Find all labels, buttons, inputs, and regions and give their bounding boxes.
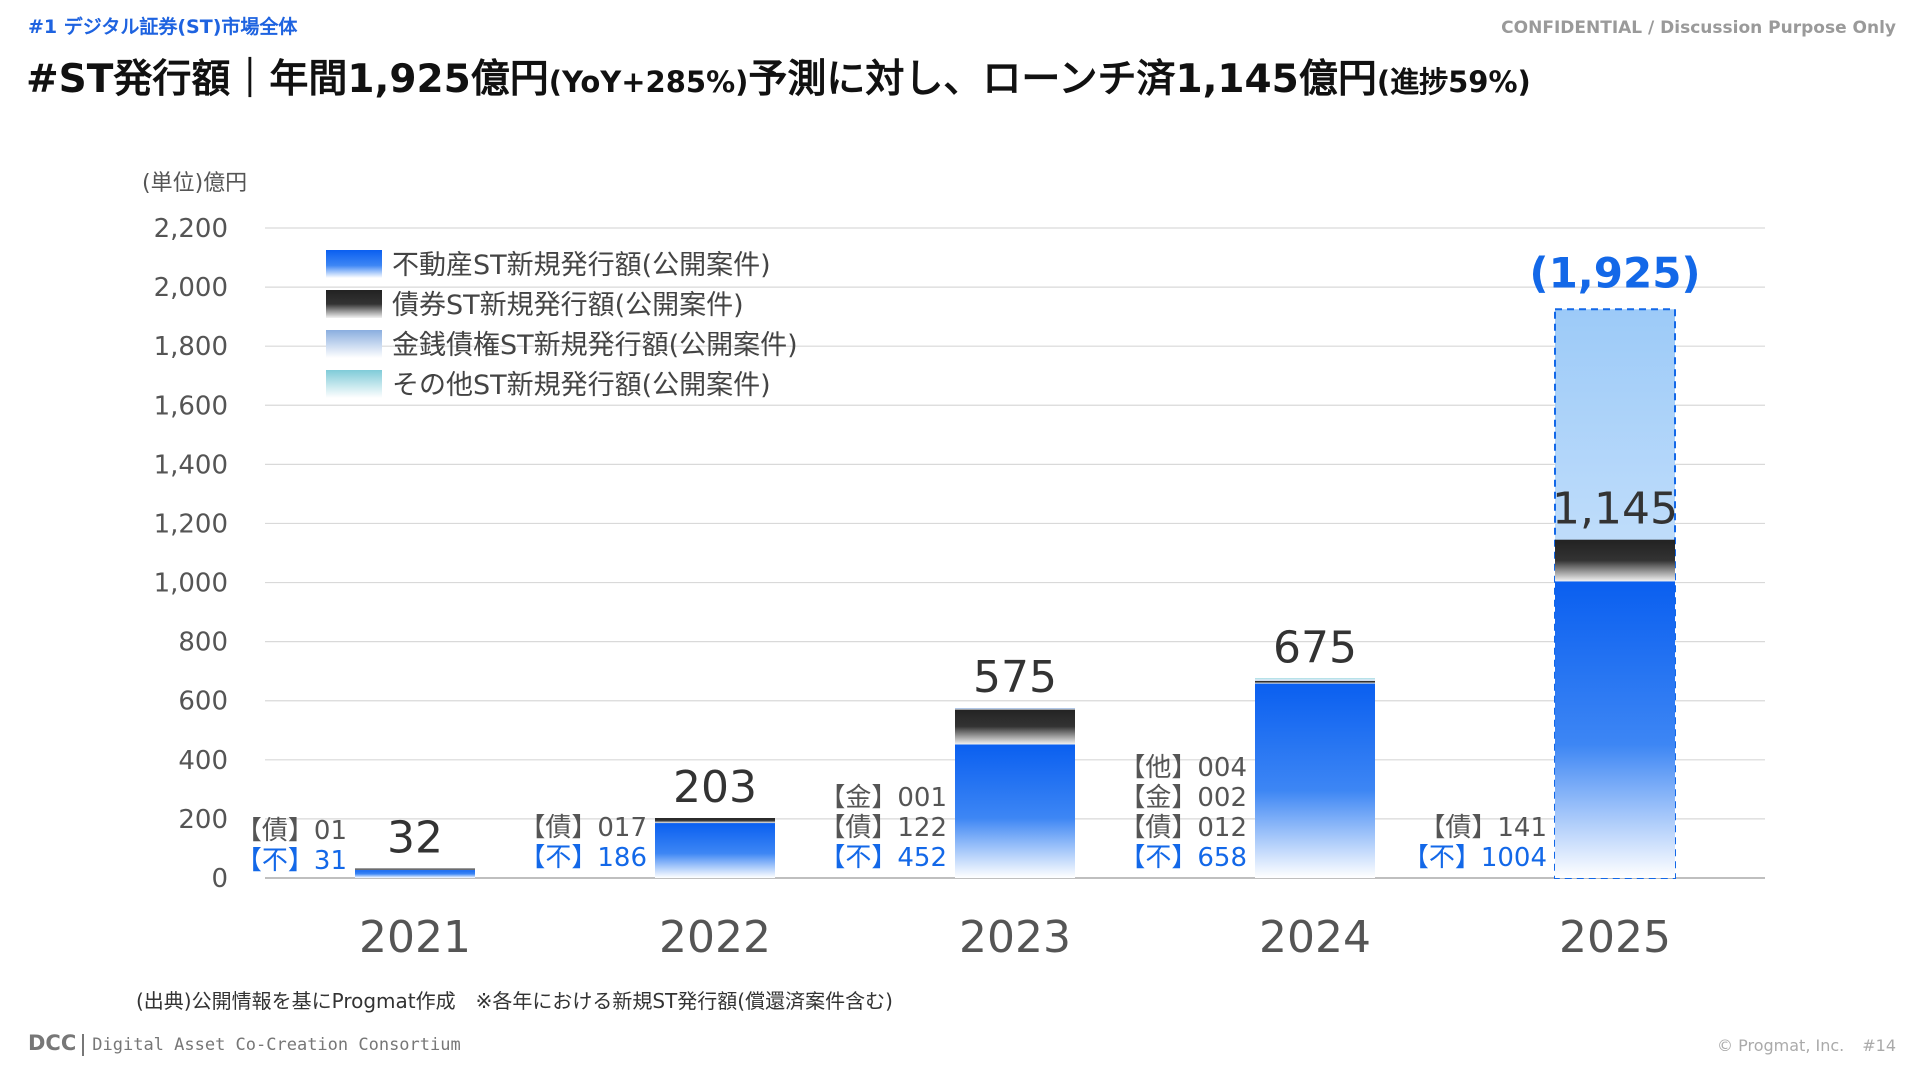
x-tick-label: 2021 (359, 912, 471, 963)
consortium-name: Digital Asset Co-Creation Consortium (92, 1035, 461, 1055)
bar-monetary-2024 (1255, 679, 1375, 681)
segment-label: 【債】122 (819, 813, 947, 843)
logo-divider (82, 1034, 85, 1056)
source-note: (出典)公開情報を基にProgmat作成 ※各年における新規ST発行額(償還済案… (136, 989, 893, 1013)
y-tick-label: 800 (178, 628, 228, 658)
y-tick-label: 1,800 (154, 332, 228, 362)
bar-bond-2023 (955, 708, 1075, 745)
bars (355, 539, 1675, 878)
y-tick-label: 600 (178, 687, 228, 717)
bar-real_estate-2025 (1555, 581, 1675, 878)
segment-label: 【債】01 (236, 816, 347, 846)
footer-logo: DCC Digital Asset Co-Creation Consortium (28, 1031, 461, 1056)
x-tick-label: 2022 (659, 912, 771, 963)
legend-label-monetary: 金銭債権ST新規発行額(公開案件) (392, 330, 798, 361)
bar-real_estate-2021 (355, 868, 475, 878)
y-tick-label: 0 (211, 864, 228, 894)
segment-label: 【金】002 (1119, 783, 1247, 813)
page-title: #ST発行額｜年間1,925億円(YoY+285%)予測に対し、ローンチ済1,1… (26, 48, 1531, 104)
total-label-2021: 32 (387, 813, 443, 864)
total-label-2023: 575 (973, 652, 1057, 703)
bar-bond-2025 (1555, 539, 1675, 582)
legend-swatch-bond (326, 290, 382, 318)
segment-label: 【不】658 (1119, 843, 1247, 873)
footer-right: © Progmat, Inc. #14 (1699, 1036, 1896, 1055)
segment-label: 【債】012 (1119, 813, 1247, 843)
st-issuance-chart: (単位)億円 0 200 400 600 800 1,000 1,200 1,400 1,600… (142, 171, 1765, 963)
bar-real_estate-2023 (955, 744, 1075, 878)
forecast-label: (1,925) (1529, 248, 1700, 297)
segment-label: 【他】004 (1119, 753, 1247, 783)
segment-label: 【不】186 (519, 843, 647, 873)
legend-swatch-monetary (326, 330, 382, 358)
bar-bond-2021 (355, 868, 475, 871)
grid-lines (265, 227, 1765, 879)
y-axis-ticks: 0 200 400 600 800 1,000 1,200 1,400 1,600 1,800 2,… (154, 214, 228, 894)
bar-real_estate-2024 (1255, 683, 1375, 878)
y-tick-label: 2,000 (154, 273, 228, 303)
y-tick-label: 1,400 (154, 450, 228, 480)
segment-label: 【債】017 (519, 813, 647, 843)
bar-other-2024 (1255, 678, 1375, 680)
legend-swatch-real_estate (326, 250, 382, 278)
y-tick-label: 2,200 (154, 214, 228, 244)
y-unit-label: (単位)億円 (142, 171, 247, 196)
segment-label: 【金】001 (819, 783, 947, 813)
bar-monetary-2023 (955, 708, 1075, 710)
legend-label-bond: 債券ST新規発行額(公開案件) (392, 290, 744, 321)
y-tick-label: 1,600 (154, 391, 228, 421)
total-label-2022: 203 (673, 762, 757, 813)
legend: 不動産ST新規発行額(公開案件) 債券ST新規発行額(公開案件) 金銭債権ST新規発… (326, 250, 798, 401)
section-tag: #1 デジタル証券(ST)市場全体 (28, 16, 298, 38)
segment-label: 【不】31 (236, 846, 347, 876)
copyright: © Progmat, Inc. (1717, 1036, 1845, 1055)
legend-swatch-other (326, 370, 382, 398)
dcc-logo: DCC (28, 1031, 77, 1055)
bar-real_estate-2022 (655, 823, 775, 878)
title-part4: (進捗59%) (1376, 65, 1531, 99)
legend-label-other: その他ST新規発行額(公開案件) (392, 370, 771, 401)
legend-label-real_estate: 不動産ST新規発行額(公開案件) (392, 250, 771, 281)
confidential-label: CONFIDENTIAL / Discussion Purpose Only (1501, 18, 1896, 38)
total-label-2024: 675 (1273, 622, 1357, 673)
y-tick-label: 1,200 (154, 509, 228, 539)
title-part2: (YoY+285%) (548, 65, 749, 99)
y-tick-label: 1,000 (154, 569, 228, 599)
title-part3: 予測に対し、ローンチ済1,145億円 (748, 57, 1377, 102)
segment-label: 【不】1004 (1403, 843, 1547, 873)
x-tick-label: 2025 (1559, 912, 1671, 963)
x-axis-ticks: 2021 2022 2023 2024 2025 (359, 912, 1671, 963)
title-part1: #ST発行額｜年間1,925億円 (26, 57, 549, 102)
x-tick-label: 2023 (959, 912, 1071, 963)
y-tick-label: 400 (178, 746, 228, 776)
segment-label: 【債】141 (1419, 813, 1547, 843)
y-tick-label: 200 (178, 805, 228, 835)
bar-bond-2024 (1255, 680, 1375, 684)
bar-bond-2022 (655, 818, 775, 824)
total-label-2025: 1,145 (1552, 484, 1678, 535)
page-number: #14 (1862, 1036, 1896, 1055)
segment-label: 【不】452 (819, 843, 947, 873)
data-labels: 32【不】31【債】01203【不】186【債】017575【不】452【債】1… (236, 484, 1678, 876)
x-tick-label: 2024 (1259, 912, 1371, 963)
